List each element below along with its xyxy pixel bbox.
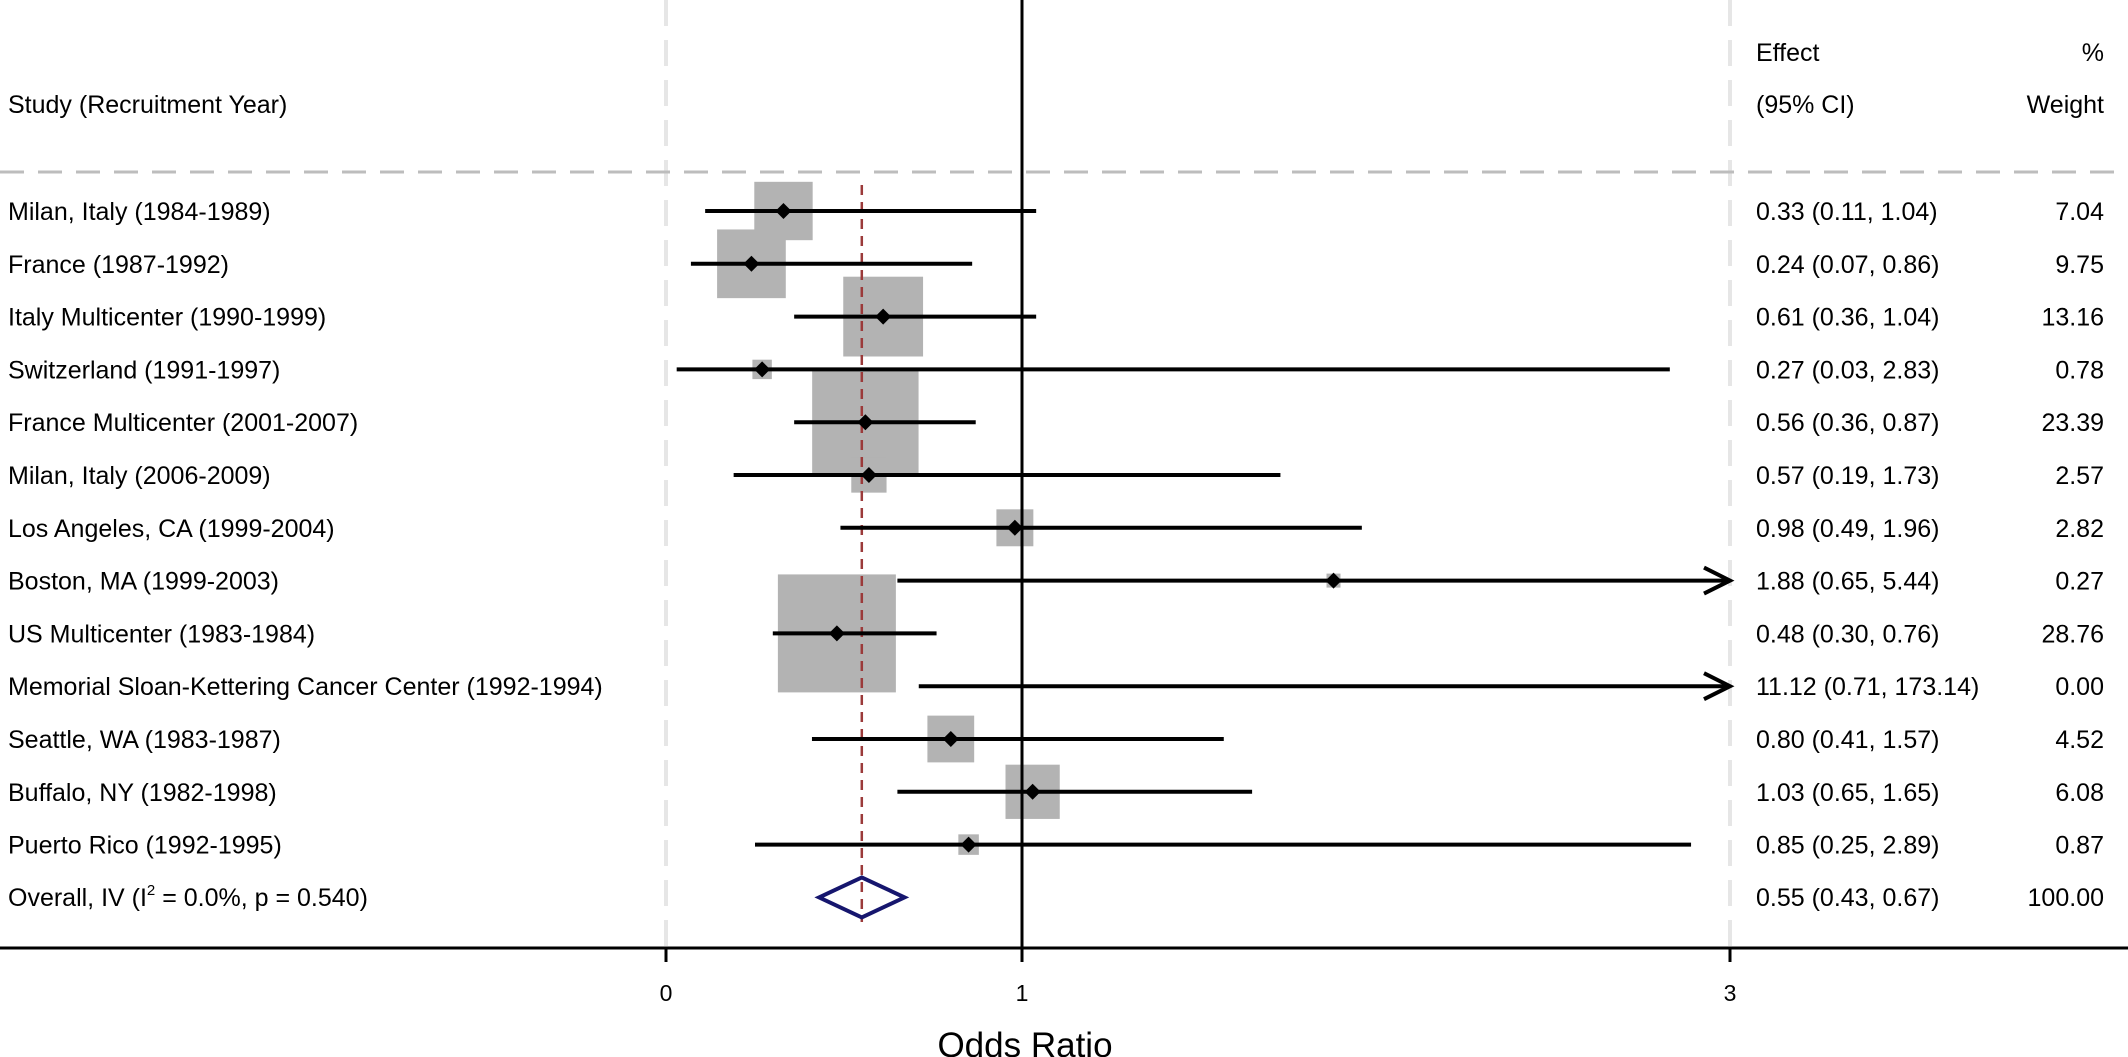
- effect-ci-text: 1.03 (0.65, 1.65): [1756, 779, 1939, 807]
- study-column-header: Study (Recruitment Year): [8, 91, 287, 119]
- weight-column-header: Weight: [2027, 91, 2104, 119]
- point-estimate: [875, 308, 892, 325]
- study-label: Memorial Sloan-Kettering Cancer Center (…: [8, 673, 603, 701]
- weight-text: 4.52: [2055, 726, 2104, 754]
- effect-ci-text: 0.48 (0.30, 0.76): [1756, 620, 1939, 648]
- point-estimate: [1006, 519, 1023, 536]
- overall-weight-text: 100.00: [2028, 884, 2104, 912]
- effect-ci-text: 0.24 (0.07, 0.86): [1756, 251, 1939, 279]
- effect-ci-text: 0.61 (0.36, 1.04): [1756, 304, 1939, 332]
- ci-arrow: [1703, 671, 1735, 701]
- study-label: Buffalo, NY (1982-1998): [8, 779, 277, 807]
- effect-ci-text: 0.85 (0.25, 2.89): [1756, 832, 1939, 860]
- study-label: Boston, MA (1999-2003): [8, 568, 279, 596]
- weight-text: 2.82: [2055, 515, 2104, 543]
- effect-ci-text: 0.33 (0.11, 1.04): [1756, 198, 1938, 226]
- weight-text: 0.78: [2055, 356, 2104, 384]
- x-tick-label: 1: [1016, 980, 1029, 1006]
- study-label: Puerto Rico (1992-1995): [8, 832, 282, 860]
- point-estimate: [828, 625, 845, 642]
- point-estimate: [1325, 572, 1342, 589]
- effect-ci-text: 11.12 (0.71, 173.14): [1756, 673, 1979, 701]
- x-tick-label: 3: [1724, 980, 1737, 1006]
- study-label: France (1987-1992): [8, 251, 229, 279]
- x-axis-label: Odds Ratio: [937, 1026, 1112, 1057]
- effect-ci-text: 0.57 (0.19, 1.73): [1756, 462, 1939, 490]
- weight-boxes: [717, 181, 1341, 855]
- study-label: Switzerland (1991-1997): [8, 356, 280, 384]
- study-rows: Milan, Italy (1984-1989) 0.33 (0.11, 1.04…: [8, 198, 2104, 860]
- weight-pct-column-header: %: [2082, 39, 2104, 67]
- study-label: Italy Multicenter (1990-1999): [8, 304, 326, 332]
- study-label: Milan, Italy (2006-2009): [8, 462, 271, 490]
- overall-label: Overall, IV (I2 = 0.0%, p = 0.540): [8, 882, 368, 912]
- study-label: Seattle, WA (1983-1987): [8, 726, 281, 754]
- effect-ci-text: 0.98 (0.49, 1.96): [1756, 515, 1939, 543]
- point-estimate: [1024, 783, 1041, 800]
- weight-text: 13.16: [2041, 304, 2104, 332]
- point-estimate: [857, 414, 874, 431]
- weight-text: 2.57: [2055, 462, 2104, 490]
- weight-text: 0.87: [2055, 832, 2104, 860]
- study-label: France Multicenter (2001-2007): [8, 409, 358, 437]
- study-label: Milan, Italy (1984-1989): [8, 198, 271, 226]
- point-estimate: [860, 467, 877, 483]
- effect-ci-text: 1.88 (0.65, 5.44): [1756, 568, 1939, 596]
- point-estimate: [743, 255, 760, 272]
- overall-ci-text: 0.55 (0.43, 0.67): [1756, 884, 1939, 912]
- weight-text: 23.39: [2041, 409, 2104, 437]
- confidence-intervals: [676, 209, 1735, 847]
- effect-ci-text: 0.27 (0.03, 2.83): [1756, 356, 1939, 384]
- effect-ci-text: 0.56 (0.36, 0.87): [1756, 409, 1939, 437]
- study-label: Los Angeles, CA (1999-2004): [8, 515, 335, 543]
- point-estimate: [754, 361, 771, 378]
- weight-text: 28.76: [2041, 620, 2104, 648]
- weight-text: 0.00: [2055, 673, 2104, 701]
- weight-text: 6.08: [2055, 779, 2104, 807]
- effect-column-header: Effect: [1756, 39, 1820, 67]
- weight-text: 7.04: [2055, 198, 2104, 226]
- point-estimate: [775, 203, 792, 219]
- point-estimate: [960, 836, 977, 853]
- overall-diamond: [814, 875, 910, 920]
- study-label: US Multicenter (1983-1984): [8, 620, 315, 648]
- effect-ci-text: 0.80 (0.41, 1.57): [1756, 726, 1939, 754]
- x-axis-ticks: 0 1 3: [660, 948, 1737, 1006]
- weight-text: 0.27: [2055, 568, 2104, 596]
- point-estimates: [743, 203, 1342, 853]
- point-estimate: [942, 731, 959, 747]
- ci-arrow: [1703, 565, 1735, 596]
- effect-ci-column-header: (95% CI): [1756, 91, 1855, 119]
- weight-text: 9.75: [2055, 251, 2104, 279]
- x-tick-label: 0: [660, 980, 673, 1006]
